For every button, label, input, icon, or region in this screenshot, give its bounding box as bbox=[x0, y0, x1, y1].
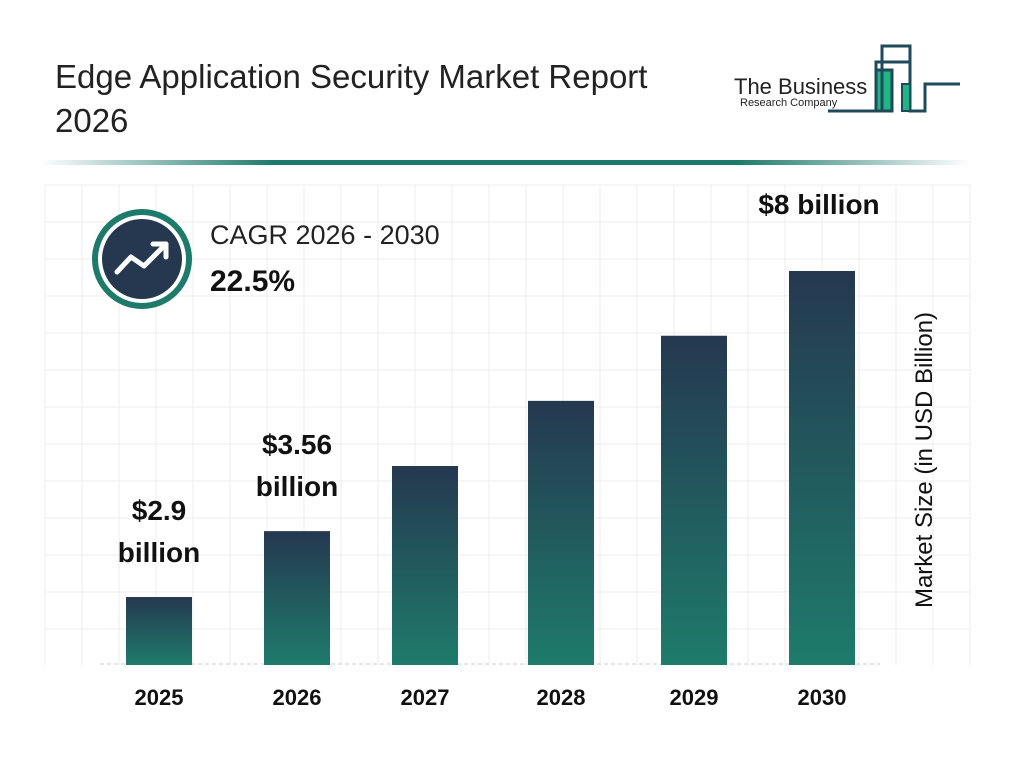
page-title: Edge Application Security Market Report … bbox=[55, 58, 648, 139]
x-tick-label: 2027 bbox=[401, 685, 450, 710]
x-tick-label: 2025 bbox=[135, 685, 184, 710]
logo-line1: The Business bbox=[734, 74, 868, 99]
cagr-value: 22.5% bbox=[210, 265, 296, 298]
bar-2026 bbox=[264, 531, 330, 665]
bar-2028 bbox=[528, 400, 594, 665]
bar-2025 bbox=[126, 597, 192, 665]
header-divider bbox=[40, 160, 970, 165]
bar-2029 bbox=[661, 335, 727, 665]
logo-buildings-icon bbox=[828, 44, 960, 113]
cagr-label: CAGR 2026 - 2030 bbox=[210, 220, 440, 250]
company-logo: The Business Research Company bbox=[730, 44, 965, 116]
y-axis-label: Market Size (in USD Billion) bbox=[911, 311, 938, 609]
data-label: $3.56 billion bbox=[256, 429, 338, 502]
bar-2027 bbox=[392, 465, 458, 665]
trending-up-icon bbox=[114, 241, 169, 275]
cagr-icon bbox=[92, 209, 192, 309]
data-label: $2.9 billion bbox=[118, 495, 200, 568]
data-label: $8 billion bbox=[758, 189, 879, 220]
x-tick-label: 2029 bbox=[670, 685, 719, 710]
bar-2030 bbox=[789, 271, 855, 665]
x-tick-label: 2028 bbox=[537, 685, 586, 710]
x-tick-label: 2030 bbox=[798, 685, 847, 710]
x-tick-label: 2026 bbox=[273, 685, 322, 710]
logo-line2: Research Company bbox=[740, 97, 838, 109]
